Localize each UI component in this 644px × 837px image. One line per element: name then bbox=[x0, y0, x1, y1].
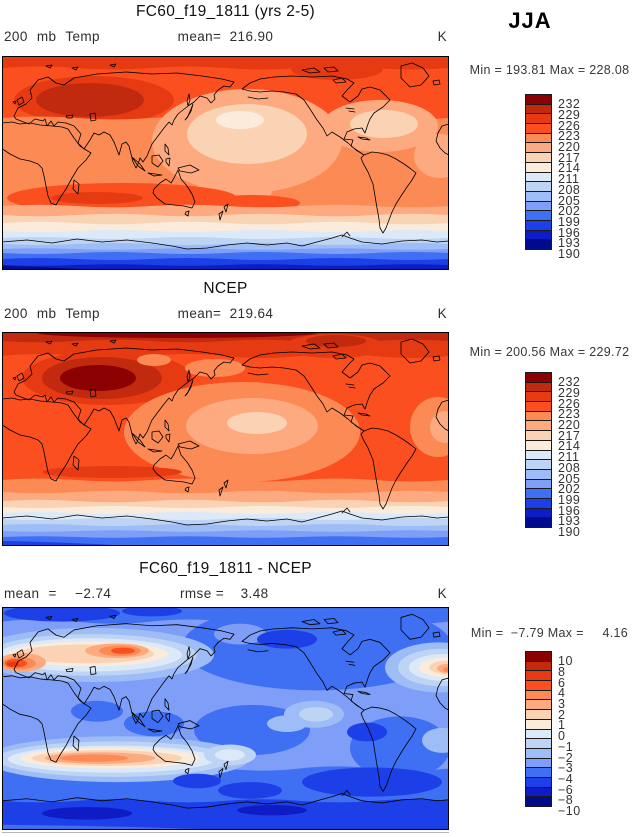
colorbar-difference: 10 8 6 4 3 2 1 0 −1 −2 −3 −4 −6 −8 −10 bbox=[525, 651, 587, 823]
colorbar-tick-label: 199 bbox=[558, 492, 581, 507]
colorbar-tick-label: 211 bbox=[558, 172, 580, 187]
colorbar-tick-label: 6 bbox=[558, 675, 566, 690]
colorbar-cell bbox=[525, 239, 552, 250]
colorbar-tick-label: −6 bbox=[558, 782, 574, 797]
panel1-title: FC60_f19_1811 (yrs 2-5) bbox=[136, 3, 315, 20]
colorbar-tick-label: 220 bbox=[558, 418, 581, 432]
colorbar-tick-label: −8 bbox=[558, 793, 574, 808]
panel1-subheader: 200 mb Temp mean= 216.90 K bbox=[2, 29, 449, 47]
panel2-mean-label: mean= 219.64 bbox=[177, 306, 274, 321]
colorbar-tick-label: 229 bbox=[558, 107, 581, 122]
colorbar-tick-label: 0 bbox=[558, 729, 566, 744]
colorbar-tick-label: 193 bbox=[558, 514, 581, 529]
colorbar-cell bbox=[525, 517, 552, 528]
colorbar-tick-label: −2 bbox=[558, 750, 574, 765]
panel3-minmax: Min = −7.79 Max = 4.16 bbox=[470, 626, 629, 640]
colorbar-tick-label: −10 bbox=[558, 804, 581, 818]
colorbar-cell bbox=[525, 796, 552, 807]
colorbar-tick-label: 202 bbox=[558, 482, 581, 497]
colorbar-temperature-2: 232 229 226 223 220 217 214 211 208 205 202 199 196 1… bbox=[525, 372, 587, 544]
panel2-minmax: Min = 200.56 Max = 229.72 bbox=[469, 345, 630, 359]
map-ncep bbox=[2, 332, 449, 546]
panel2-unit-label: K bbox=[437, 306, 447, 321]
panel3-rmse-label: rmse = 3.48 bbox=[180, 586, 269, 601]
colorbar-tick-label: −4 bbox=[558, 771, 574, 786]
colorbar-tick-label: 190 bbox=[558, 247, 581, 261]
panel3-unit-label: K bbox=[437, 586, 447, 601]
map-diff bbox=[2, 607, 449, 830]
panel3-mean-label: mean = −2.74 bbox=[4, 586, 112, 601]
colorbar-tick-label: 232 bbox=[558, 97, 581, 112]
panel3-subheader: mean = −2.74 rmse = 3.48 K bbox=[2, 586, 449, 604]
colorbar-tick-label: 217 bbox=[558, 150, 581, 165]
colorbar-tick-label: 226 bbox=[558, 118, 581, 133]
colorbar-tick-label: 214 bbox=[558, 439, 581, 454]
colorbar-tick-label: 205 bbox=[558, 193, 581, 208]
colorbar-tick-label: 193 bbox=[558, 236, 581, 251]
panel1-unit-label: K bbox=[437, 29, 447, 44]
colorbar-tick-label: 205 bbox=[558, 471, 581, 486]
panel2-field-label: 200 mb Temp bbox=[4, 306, 100, 321]
panel1-mean-label: mean= 216.90 bbox=[177, 29, 274, 44]
colorbar-tick-label: −1 bbox=[558, 739, 574, 754]
colorbar-tick-label: 2 bbox=[558, 707, 566, 722]
panel3-title: FC60_f19_1811 - NCEP bbox=[139, 560, 312, 577]
colorbar-tick-label: 196 bbox=[558, 225, 581, 240]
colorbar-tick-label: 3 bbox=[558, 697, 566, 711]
colorbar-tick-label: 202 bbox=[558, 204, 581, 219]
colorbar-tick-label: 232 bbox=[558, 375, 581, 390]
colorbar-tick-label: 217 bbox=[558, 428, 581, 443]
season-label: JJA bbox=[508, 8, 552, 33]
colorbar-tick-label: 196 bbox=[558, 503, 581, 518]
colorbar-tick-label: 229 bbox=[558, 385, 581, 400]
panel2-subheader: 200 mb Temp mean= 219.64 K bbox=[2, 306, 449, 324]
colorbar-tick-label: 208 bbox=[558, 460, 581, 475]
colorbar-tick-label: 8 bbox=[558, 664, 566, 679]
colorbar-tick-label: 211 bbox=[558, 450, 580, 465]
colorbar-tick-label: 1 bbox=[558, 718, 566, 733]
colorbar-tick-label: 10 bbox=[558, 654, 573, 669]
figure-bottom-rule bbox=[2, 832, 449, 833]
panel1-field-label: 200 mb Temp bbox=[4, 29, 100, 44]
colorbar-tick-label: 190 bbox=[558, 525, 581, 539]
colorbar-tick-label: 220 bbox=[558, 140, 581, 154]
colorbar-tick-label: 214 bbox=[558, 161, 581, 176]
colorbar-tick-label: 223 bbox=[558, 129, 581, 144]
colorbar-temperature-1: 232 229 226 223 220 217 214 211 208 205 202 199 196 1… bbox=[525, 94, 587, 266]
panel1-minmax: Min = 193.81 Max = 228.08 bbox=[469, 63, 630, 77]
colorbar-tick-label: −3 bbox=[558, 761, 574, 776]
colorbar-tick-label: 223 bbox=[558, 407, 581, 422]
colorbar-tick-label: 226 bbox=[558, 396, 581, 411]
panel2-title: NCEP bbox=[203, 280, 248, 297]
map-model bbox=[2, 56, 449, 270]
colorbar-tick-label: 208 bbox=[558, 182, 581, 197]
colorbar-tick-label: 199 bbox=[558, 214, 581, 229]
colorbar-tick-label: 4 bbox=[558, 686, 566, 701]
